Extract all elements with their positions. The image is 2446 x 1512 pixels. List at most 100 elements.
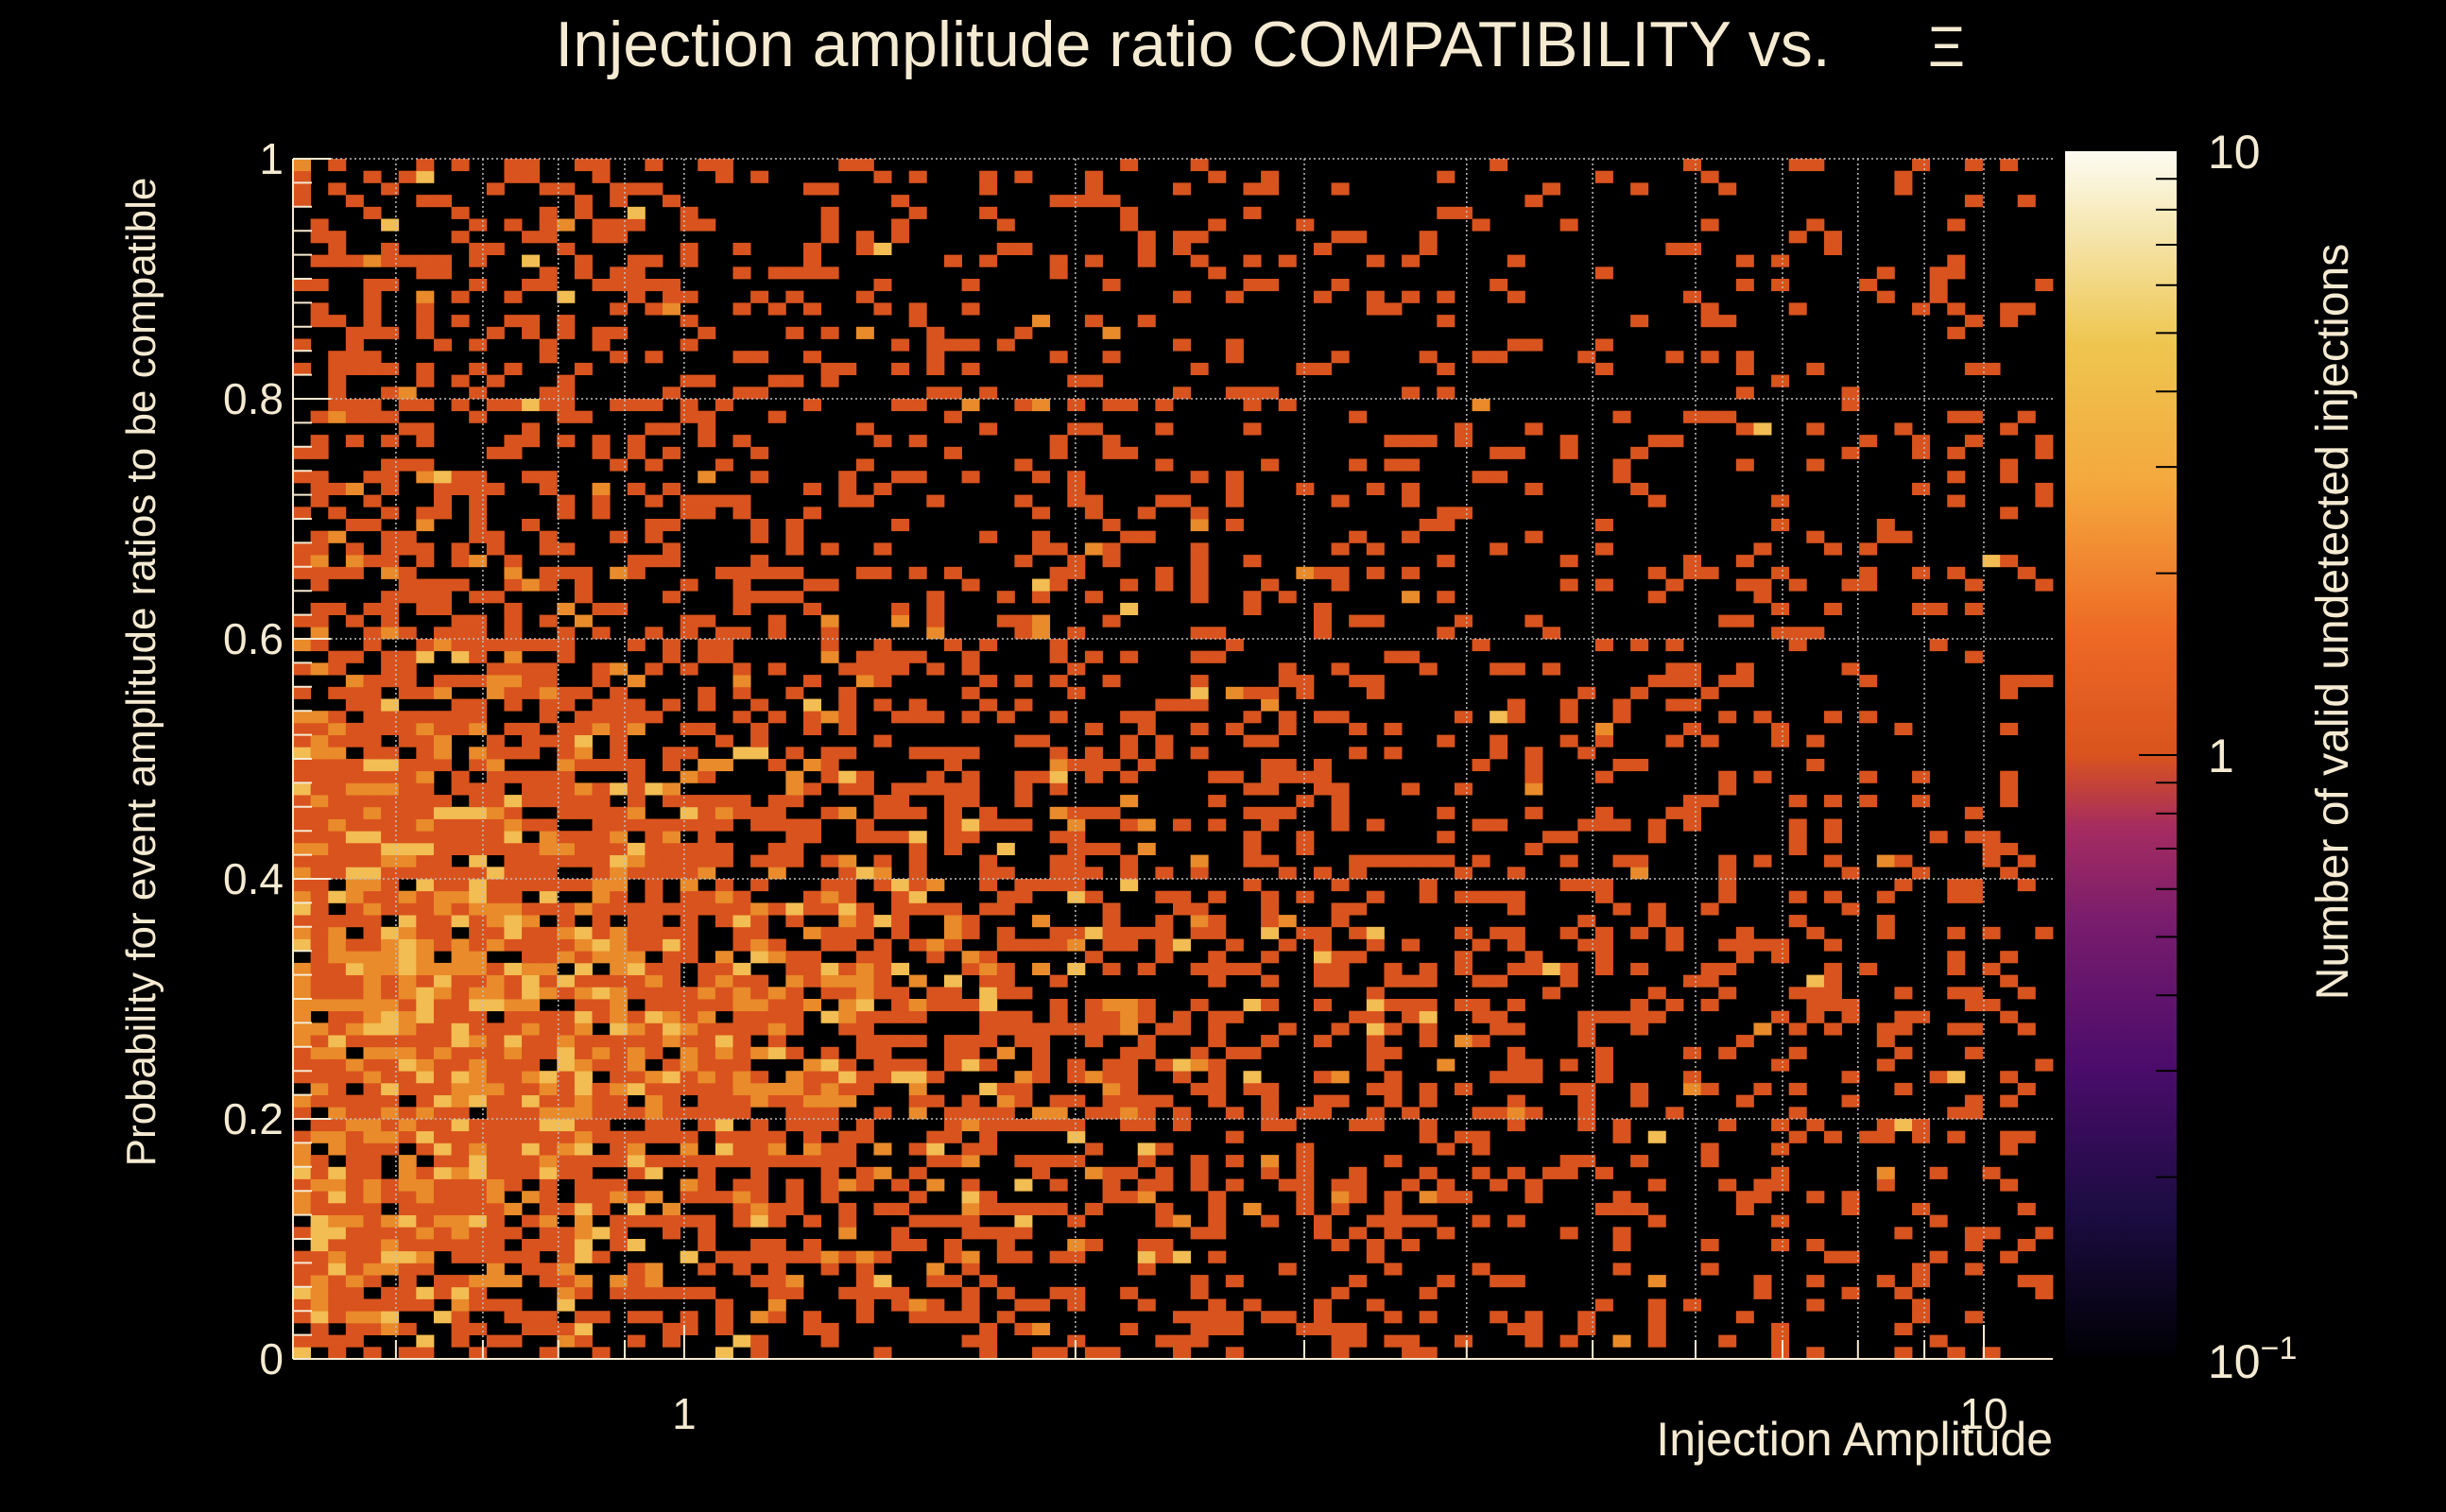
heatmap-cell <box>645 831 663 844</box>
heatmap-cell <box>1665 662 1684 676</box>
heatmap-cell <box>1084 999 1103 1012</box>
heatmap-cell <box>381 507 400 520</box>
heatmap-cell <box>1559 926 1578 939</box>
heatmap-cell <box>504 675 523 688</box>
heatmap-cell <box>1490 662 1508 676</box>
heatmap-cell <box>1490 1275 1508 1288</box>
heatmap-cell <box>873 482 892 495</box>
heatmap-cell <box>802 1119 821 1132</box>
heatmap-cell <box>855 1178 874 1192</box>
heatmap-cell <box>469 902 488 916</box>
heatmap-cell <box>345 1058 364 1072</box>
heatmap-cell <box>1366 542 1385 556</box>
heatmap-cell <box>539 1082 558 1095</box>
heatmap-cell <box>1384 1191 1403 1204</box>
heatmap-cell <box>1929 1071 1948 1084</box>
heatmap-cell <box>451 374 470 387</box>
heatmap-cell <box>663 639 681 652</box>
heatmap-cell <box>398 1191 417 1204</box>
heatmap-cell <box>1261 578 1280 592</box>
heatmap-cell <box>715 974 733 988</box>
heatmap-cell <box>873 1010 892 1023</box>
heatmap-cell <box>433 602 452 615</box>
heatmap-cell <box>1788 1022 1807 1036</box>
heatmap-cell <box>557 507 576 520</box>
heatmap-cell <box>1964 1094 1983 1108</box>
heatmap-cell <box>680 1022 698 1036</box>
heatmap-cell <box>891 999 910 1012</box>
heatmap-cell <box>627 698 646 712</box>
heatmap-cell <box>1735 1311 1754 1324</box>
heatmap-cell <box>592 759 611 772</box>
heatmap-cell <box>522 639 541 652</box>
heatmap-cell <box>1472 1166 1490 1179</box>
heatmap-cell <box>1419 854 1438 868</box>
heatmap-cell <box>1490 446 1508 459</box>
heatmap-cell <box>293 1035 312 1048</box>
heatmap-cell <box>345 1275 364 1288</box>
heatmap-cell <box>451 770 470 783</box>
heatmap-cell <box>557 1155 576 1168</box>
heatmap-cell <box>1014 399 1033 412</box>
heatmap-cell <box>1067 831 1086 844</box>
heatmap-cell <box>855 290 874 303</box>
heatmap-cell <box>328 1119 347 1132</box>
heatmap-cell <box>1964 159 1983 172</box>
heatmap-cell <box>767 867 786 880</box>
heatmap-cell <box>310 639 329 652</box>
heatmap-cell <box>961 471 980 484</box>
heatmap-cell <box>961 1334 980 1348</box>
heatmap-cell <box>961 1178 980 1192</box>
heatmap-cell <box>645 182 663 196</box>
heatmap-cell <box>1402 387 1421 400</box>
heatmap-cell <box>1700 566 1719 579</box>
heatmap-cell <box>873 951 892 964</box>
heatmap-cell <box>891 1202 910 1215</box>
heatmap-cell <box>1137 1046 1156 1059</box>
heatmap-cell <box>1084 1035 1103 1048</box>
heatmap-cell <box>1700 1239 1719 1252</box>
heatmap-cell <box>1806 1191 1825 1204</box>
heatmap-cell <box>1594 806 1613 819</box>
heatmap-cell <box>663 842 681 855</box>
heatmap-cell <box>732 591 751 604</box>
heatmap-cell <box>1559 1166 1578 1179</box>
heatmap-cell <box>785 831 804 844</box>
heatmap-cell <box>592 1155 611 1168</box>
heatmap-cell <box>698 507 716 520</box>
heatmap-cell <box>838 1130 857 1143</box>
heatmap-cell <box>610 399 629 412</box>
heatmap-cell <box>1084 195 1103 208</box>
heatmap-cell <box>1014 242 1033 255</box>
heatmap-cell <box>732 507 751 520</box>
heatmap-cell <box>1402 566 1421 579</box>
heatmap-cell <box>1102 1094 1121 1108</box>
heatmap-cell <box>310 1082 329 1095</box>
heatmap-cell <box>891 711 910 724</box>
heatmap-cell <box>627 1010 646 1023</box>
heatmap-cell <box>820 902 839 916</box>
heatmap-cell <box>943 566 962 579</box>
heatmap-cell <box>1542 962 1561 975</box>
heatmap-cell <box>1049 639 1068 652</box>
heatmap-cell <box>820 639 839 652</box>
heatmap-cell <box>750 1094 769 1108</box>
heatmap-cell <box>1225 1275 1244 1288</box>
heatmap-cell <box>328 867 347 880</box>
heatmap-cell <box>802 254 821 267</box>
heatmap-cell <box>486 1130 505 1143</box>
heatmap-cell <box>557 722 576 735</box>
heatmap-cell <box>645 867 663 880</box>
heatmap-cell <box>345 686 364 699</box>
heatmap-cell <box>486 1178 505 1192</box>
heatmap-cell <box>1507 1275 1525 1288</box>
heatmap-cell <box>539 1322 558 1335</box>
heatmap-cell <box>645 1130 663 1143</box>
heatmap-cell <box>451 1155 470 1168</box>
heatmap-cell <box>398 686 417 699</box>
heatmap-cell <box>592 675 611 688</box>
heatmap-cell <box>433 1155 452 1168</box>
heatmap-cell <box>398 999 417 1012</box>
heatmap-cell <box>838 770 857 783</box>
heatmap-cell <box>645 1155 663 1168</box>
